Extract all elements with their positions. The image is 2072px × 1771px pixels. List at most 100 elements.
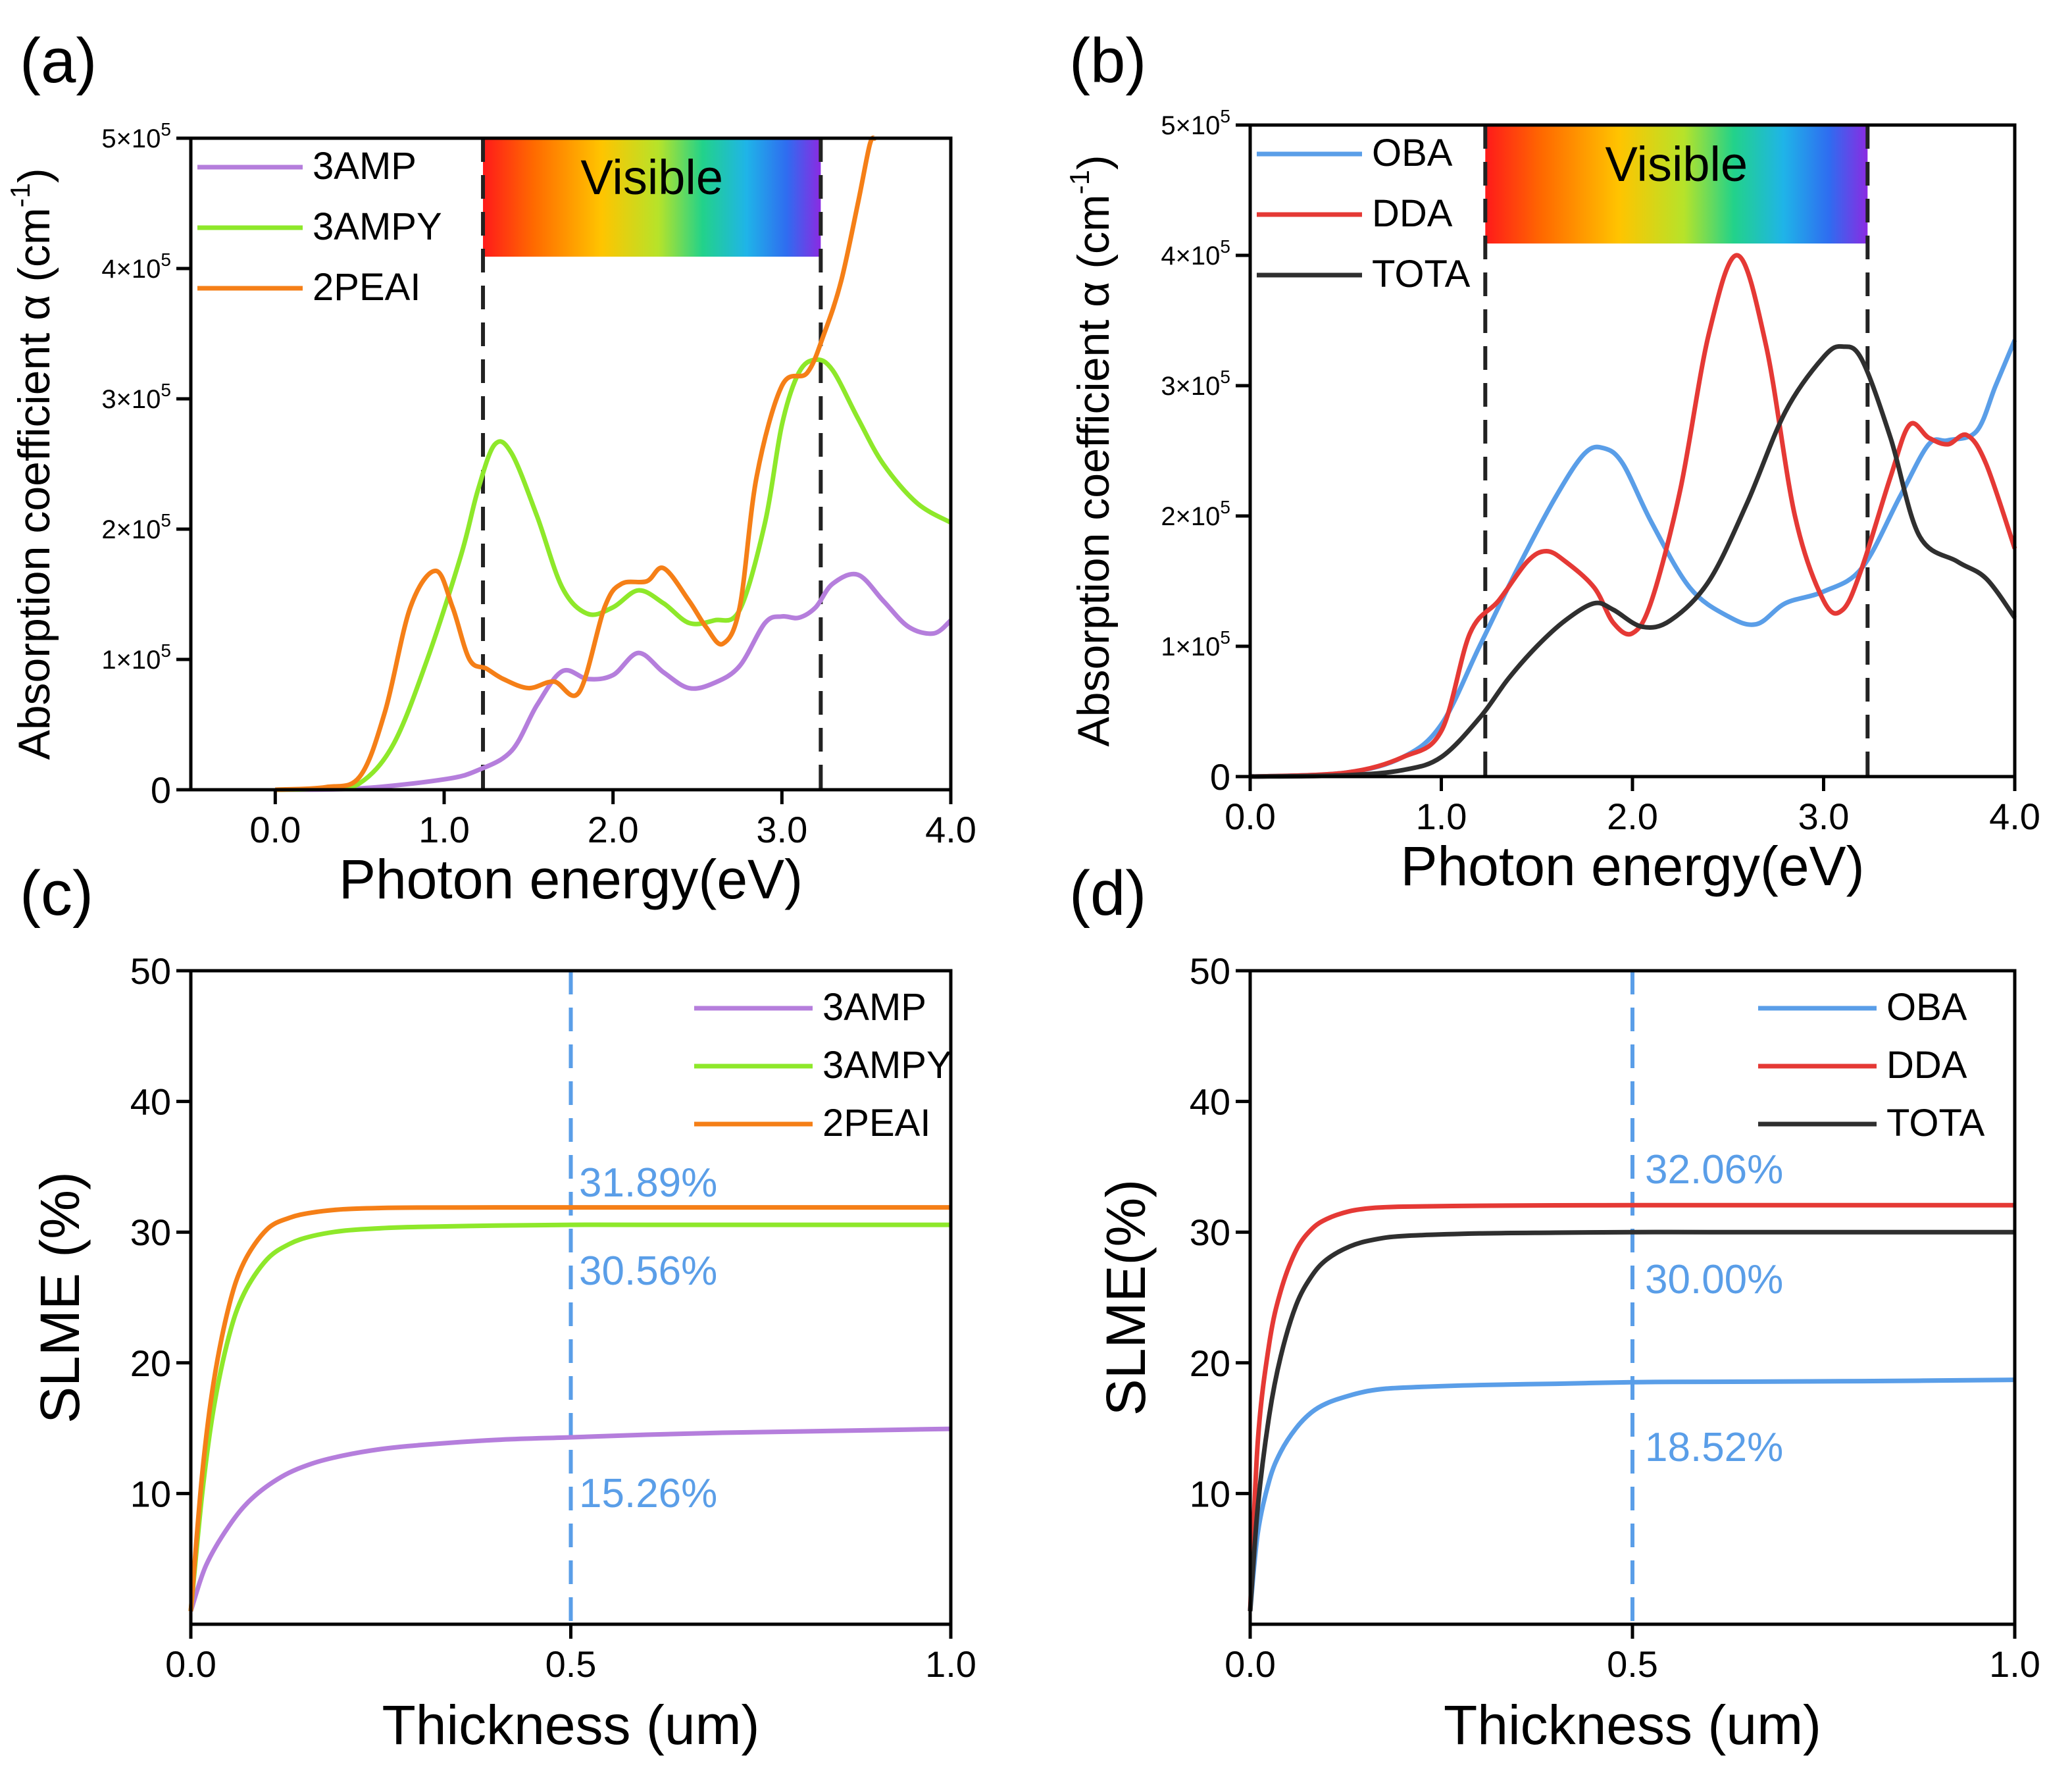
y-tick-label: 40 <box>1190 1081 1230 1123</box>
x-tick-label: 0.0 <box>249 809 301 850</box>
y-tick-label: 20 <box>1190 1343 1230 1384</box>
legend-label: 3AMP <box>822 986 926 1029</box>
value-annotation: 30.00% <box>1645 1257 1783 1302</box>
y-axis-title-main: Absorption coefficient α (cm <box>1069 194 1119 746</box>
value-annotation: 15.26% <box>579 1471 717 1516</box>
x-tick-label: 0.5 <box>545 1643 597 1685</box>
y-tick-exp: 5 <box>161 640 171 661</box>
legend-label: 3AMPY <box>313 205 442 248</box>
visible-band-label: Visible <box>1605 137 1748 192</box>
x-tick-label: 0.0 <box>1225 796 1276 837</box>
y-tick-label: 2×105 <box>1161 497 1230 531</box>
x-axis-title: Thickness (um) <box>1444 1694 1821 1756</box>
value-annotation: 32.06% <box>1645 1147 1783 1193</box>
y-tick-label: 5×105 <box>101 119 171 153</box>
y-tick-label: 1×105 <box>101 640 171 675</box>
y-axis-title: Absorption coefficient α (cm-1) <box>5 168 59 759</box>
y-tick-base: 1×10 <box>1161 632 1220 661</box>
x-tick-label: 0.0 <box>165 1643 216 1685</box>
legend-label: 2PEAI <box>313 266 420 309</box>
y-tick-label: 10 <box>1190 1473 1230 1514</box>
x-axis-title: Thickness (um) <box>382 1694 759 1756</box>
x-tick-label: 1.0 <box>1416 796 1467 837</box>
y-tick-label: 40 <box>130 1081 171 1123</box>
y-tick-label: 3×105 <box>101 380 171 414</box>
x-tick-label: 2.0 <box>1607 796 1658 837</box>
panel-label: (c) <box>20 858 93 929</box>
y-tick-exp: 5 <box>161 510 171 530</box>
y-axis-title-sup: -1 <box>5 183 36 207</box>
y-tick-base: 3×10 <box>1161 372 1220 401</box>
x-tick-label: 1.0 <box>418 809 470 850</box>
x-tick-label: 3.0 <box>756 809 807 850</box>
panel-label: (d) <box>1069 858 1146 929</box>
y-tick-label: 10 <box>130 1473 171 1514</box>
y-tick-base: 0 <box>151 769 171 811</box>
y-axis-title: SLME (%) <box>29 1171 91 1424</box>
y-tick-exp: 5 <box>1220 627 1230 648</box>
visible-band-label: Visible <box>580 150 723 205</box>
x-tick-label: 2.0 <box>588 809 639 850</box>
y-tick-label: 30 <box>130 1212 171 1253</box>
y-tick-base: 10 <box>130 1473 171 1514</box>
y-tick-label: 50 <box>130 950 171 992</box>
visible-band <box>483 138 821 257</box>
y-tick-base: 40 <box>130 1081 171 1123</box>
y-axis-title-close: ) <box>1069 155 1119 170</box>
legend-label: OBA <box>1372 132 1453 174</box>
panel-label: (a) <box>20 26 97 96</box>
y-tick-base: 1×10 <box>101 646 161 675</box>
y-tick-label: 30 <box>1190 1212 1230 1253</box>
x-tick-label: 4.0 <box>1989 796 2040 837</box>
legend-label: OBA <box>1886 986 1967 1029</box>
series-line-3amp <box>188 1426 951 1612</box>
y-tick-base: 2×10 <box>1161 502 1220 531</box>
visible-band <box>1485 125 1868 244</box>
legend-label: 2PEAI <box>822 1102 930 1144</box>
series-line-oba <box>1250 339 2017 779</box>
value-annotation: 31.89% <box>579 1160 717 1206</box>
y-tick-exp: 5 <box>161 380 171 400</box>
y-axis-title: Absorption coefficient α (cm-1) <box>1064 155 1119 746</box>
legend-label: DDA <box>1886 1044 1967 1087</box>
legend-label: 3AMP <box>313 145 417 188</box>
x-tick-label: 4.0 <box>925 809 976 850</box>
y-tick-label: 0 <box>151 769 171 811</box>
y-tick-base: 5×10 <box>101 124 161 153</box>
y-tick-label: 20 <box>130 1343 171 1384</box>
y-tick-label: 4×105 <box>1161 236 1230 270</box>
value-annotation: 18.52% <box>1645 1425 1783 1470</box>
y-tick-exp: 5 <box>1220 367 1230 387</box>
y-axis-title-close: ) <box>9 168 59 183</box>
y-tick-base: 5×10 <box>1161 111 1220 140</box>
y-tick-label: 50 <box>1190 950 1230 992</box>
y-tick-base: 20 <box>130 1343 171 1384</box>
x-tick-label: 0.5 <box>1607 1643 1658 1685</box>
y-tick-label: 2×105 <box>101 510 171 544</box>
x-tick-label: 3.0 <box>1798 796 1850 837</box>
y-tick-label: 5×105 <box>1161 106 1230 140</box>
y-tick-exp: 5 <box>1220 236 1230 257</box>
y-tick-base: 4×10 <box>101 255 161 284</box>
y-axis-title-sup: -1 <box>1064 170 1095 194</box>
legend-label: DDA <box>1372 192 1453 235</box>
y-axis-title: SLME(%) <box>1095 1179 1157 1416</box>
y-tick-label: 4×105 <box>101 249 171 284</box>
y-tick-label: 3×105 <box>1161 367 1230 401</box>
series-line-oba <box>1248 1377 2015 1612</box>
legend-label: 3AMPY <box>822 1044 952 1087</box>
x-axis-title: Photon energy(eV) <box>339 848 803 910</box>
y-tick-base: 20 <box>1190 1343 1230 1384</box>
y-tick-exp: 5 <box>1220 106 1230 126</box>
x-tick-label: 0.0 <box>1225 1643 1276 1685</box>
y-tick-base: 30 <box>130 1212 171 1253</box>
series-line-dda <box>1248 1202 2015 1612</box>
y-tick-base: 30 <box>1190 1212 1230 1253</box>
y-tick-exp: 5 <box>161 249 171 270</box>
series-line-3ampy <box>188 1222 951 1612</box>
y-tick-base: 0 <box>1210 756 1230 798</box>
plot-frame <box>189 136 953 792</box>
